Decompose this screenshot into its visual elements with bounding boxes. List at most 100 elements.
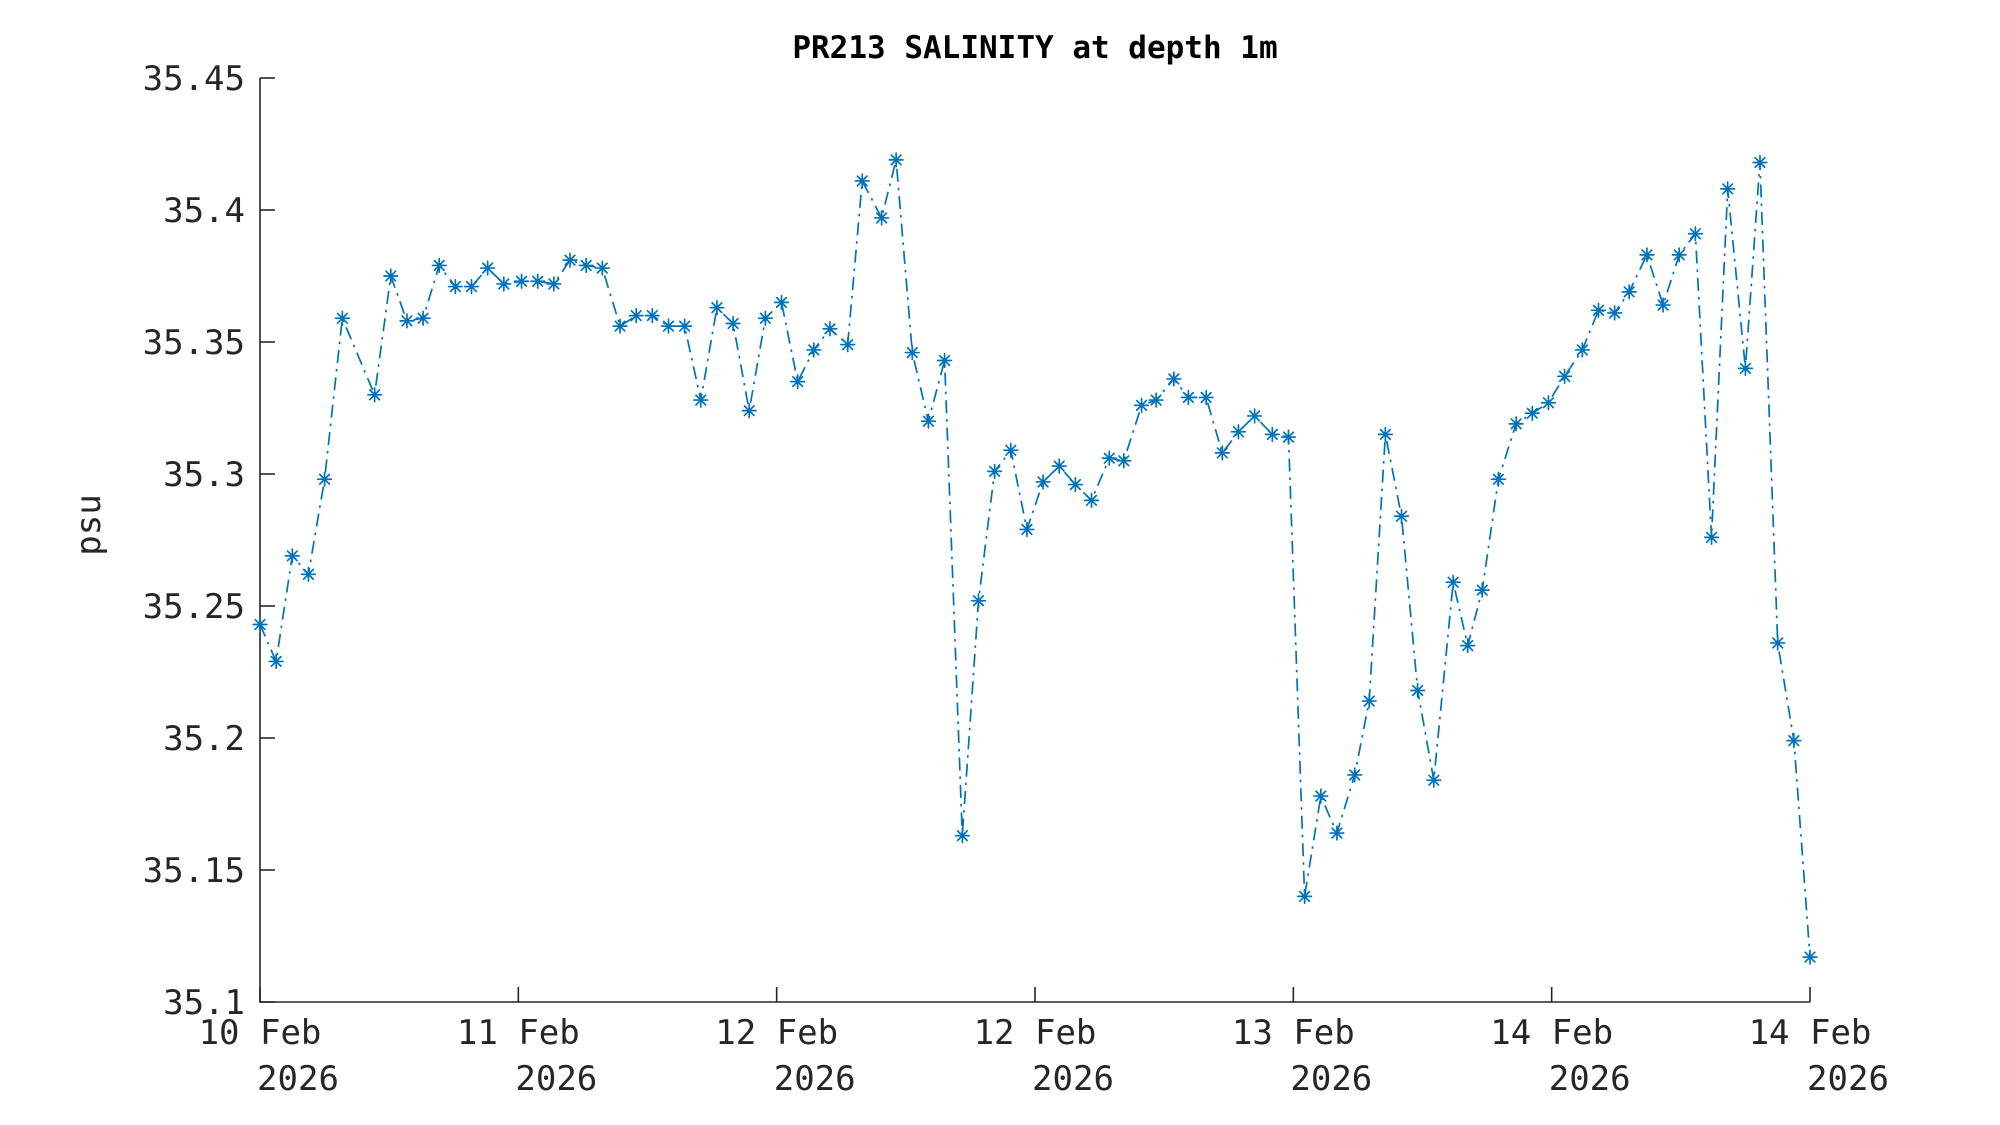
asterisk-marker [757,310,774,326]
asterisk-marker [513,273,530,289]
asterisk-marker [1540,395,1557,411]
asterisk-marker [252,616,268,633]
asterisk-marker [1720,181,1736,197]
y-tick-label: 35.3 [163,455,245,495]
x-tick-label-day: 14 Feb [1490,1013,1613,1053]
asterisk-marker [806,342,822,358]
x-tick-label-day: 12 Feb [715,1013,838,1053]
asterisk-marker [644,307,660,324]
asterisk-marker [447,278,464,295]
asterisk-marker [854,173,870,189]
x-tick-label-year: 2026 [257,1059,339,1099]
asterisk-marker [399,313,415,329]
salinity-markers [252,152,1818,965]
asterisk-marker [1687,226,1704,242]
asterisk-marker [1410,682,1426,699]
asterisk-marker [1655,297,1671,313]
asterisk-marker [954,828,970,844]
y-tick-label: 35.45 [143,59,245,99]
asterisk-marker [1313,788,1329,804]
asterisk-marker [1445,574,1461,590]
asterisk-marker [1574,342,1590,358]
asterisk-marker [790,373,806,390]
asterisk-marker [431,257,447,274]
y-tick-label: 35.1 [163,983,245,1023]
asterisk-marker [1180,389,1197,406]
asterisk-marker [1296,888,1313,905]
asterisk-marker [1639,247,1655,263]
asterisk-marker [1148,392,1164,408]
asterisk-marker [1770,635,1786,651]
x-tick-label-day: 10 Feb [199,1013,322,1053]
asterisk-marker [1264,426,1280,443]
asterisk-marker [840,336,856,353]
asterisk-marker [1671,247,1687,263]
asterisk-marker [822,321,838,337]
x-tick-label-year: 2026 [1032,1059,1114,1099]
x-tick-label-year: 2026 [774,1059,856,1099]
x-tick-label-year: 2026 [1807,1059,1889,1099]
asterisk-marker [1329,825,1345,841]
asterisk-marker [888,152,904,168]
asterisk-marker [268,653,284,670]
chart-title: PR213 SALINITY at depth 1m [792,30,1277,66]
asterisk-marker [1166,371,1182,387]
asterisk-marker [1426,772,1442,788]
asterisk-marker [873,210,890,226]
x-tick-label-year: 2026 [1549,1059,1631,1099]
asterisk-marker [986,463,1003,480]
asterisk-marker [578,257,594,274]
asterisk-marker [1035,474,1051,490]
salinity-line [259,159,1811,958]
asterisk-marker [480,260,496,276]
y-tick-label: 35.4 [163,191,245,231]
asterisk-marker [1198,389,1214,406]
asterisk-marker [334,310,350,326]
asterisk-marker [1214,445,1230,461]
asterisk-marker [1508,416,1524,432]
asterisk-marker [936,352,953,369]
asterisk-marker [1460,637,1476,654]
asterisk-marker [1246,408,1263,424]
axis-spines [259,78,1810,1003]
asterisk-marker [904,344,920,361]
asterisk-marker [709,300,725,316]
asterisk-marker [383,268,399,284]
asterisk-marker [970,593,987,609]
asterisk-marker [693,392,709,408]
asterisk-marker [612,318,628,334]
asterisk-marker [773,294,790,311]
x-tick-label-day: 14 Feb [1749,1013,1872,1053]
asterisk-marker [1621,284,1637,300]
asterisk-marker [415,310,431,326]
x-tick-label-year: 2026 [515,1059,597,1099]
data-series-salinity [252,152,1818,965]
asterisk-marker [741,402,757,419]
asterisk-marker [1361,693,1377,709]
asterisk-marker [1556,368,1573,384]
asterisk-marker [1606,305,1623,321]
x-tick-label-day: 13 Feb [1232,1013,1355,1053]
asterisk-marker [1752,154,1768,171]
asterisk-marker [676,318,693,334]
asterisk-marker [530,273,546,289]
asterisk-marker [1083,492,1100,509]
y-tick-label: 35.25 [143,587,245,627]
asterisk-marker [1280,429,1297,445]
asterisk-marker [725,315,741,332]
asterisk-marker [316,471,333,487]
asterisk-marker [1003,442,1019,458]
asterisk-marker [366,387,383,403]
asterisk-marker [660,318,677,334]
asterisk-marker [920,413,937,429]
asterisk-marker [594,260,610,276]
asterisk-marker [546,276,562,292]
x-tick-label-day: 11 Feb [457,1013,580,1053]
asterisk-marker [1133,397,1150,414]
asterisk-marker [1019,521,1035,538]
x-tick-label-year: 2026 [1290,1059,1372,1099]
y-tick-label: 35.15 [143,851,245,891]
asterisk-marker [1067,476,1084,493]
